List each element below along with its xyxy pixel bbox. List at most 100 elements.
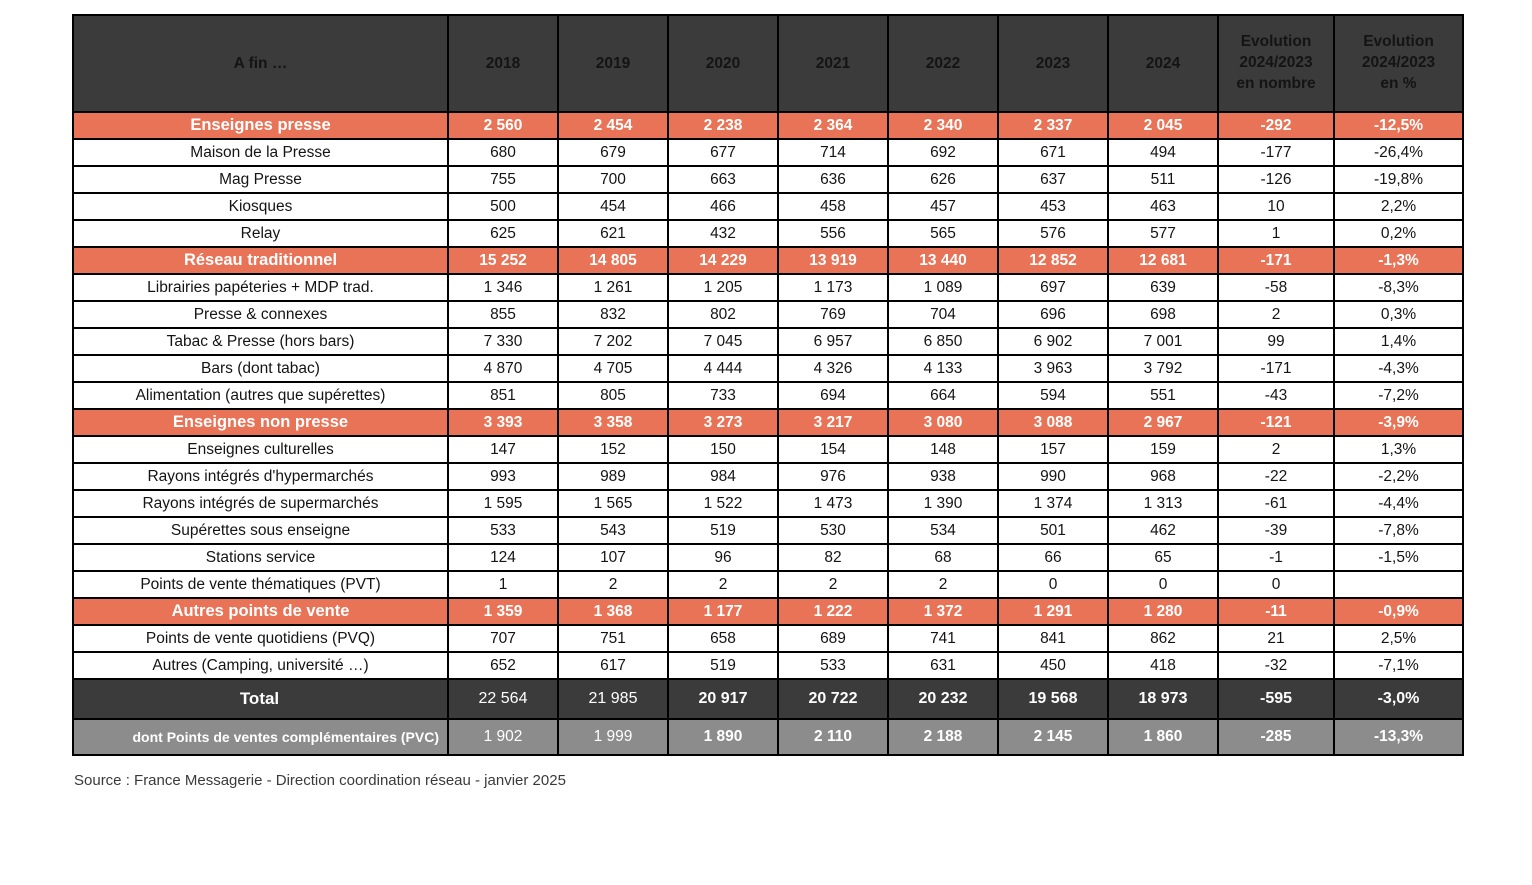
value-cell: 626 — [887, 165, 999, 194]
value-cell: 466 — [667, 192, 779, 221]
value-cell: 7 330 — [447, 327, 559, 356]
row-label: Points de vente thématiques (PVT) — [72, 570, 449, 599]
value-cell: 2 188 — [887, 718, 999, 756]
value-cell: 1 368 — [557, 597, 669, 626]
value-cell: 65 — [1107, 543, 1219, 572]
value-cell: -1 — [1217, 543, 1335, 572]
row-label: Stations service — [72, 543, 449, 572]
value-cell: 15 252 — [447, 246, 559, 275]
value-cell: 639 — [1107, 273, 1219, 302]
column-header-evolution-nombre: Evolution 2024/2023 en nombre — [1217, 14, 1335, 113]
value-cell: 107 — [557, 543, 669, 572]
value-cell: -7,1% — [1333, 651, 1464, 680]
value-cell: 18 973 — [1107, 678, 1219, 720]
value-cell: 636 — [777, 165, 889, 194]
value-cell: 1 222 — [777, 597, 889, 626]
value-cell: -171 — [1217, 246, 1335, 275]
value-cell: 150 — [667, 435, 779, 464]
value-cell — [1333, 570, 1464, 599]
table-row: dont Points de ventes complémentaires (P… — [72, 718, 1464, 756]
value-cell: -13,3% — [1333, 718, 1464, 756]
value-cell: 696 — [997, 300, 1109, 329]
value-cell: 13 440 — [887, 246, 999, 275]
value-cell: 3 393 — [447, 408, 559, 437]
value-cell: 3 792 — [1107, 354, 1219, 383]
table-row: Points de vente thématiques (PVT) 1 2 2 2 2 0 0… — [72, 570, 1464, 599]
value-cell: 671 — [997, 138, 1109, 167]
value-cell: 938 — [887, 462, 999, 491]
value-cell: 0 — [1107, 570, 1219, 599]
value-cell: 556 — [777, 219, 889, 248]
table-row: Réseau traditionnel 15 252 14 805 14 229 13 … — [72, 246, 1464, 275]
value-cell: 3 217 — [777, 408, 889, 437]
value-cell: 0,3% — [1333, 300, 1464, 329]
value-cell: 1 374 — [997, 489, 1109, 518]
value-cell: 2 337 — [997, 111, 1109, 140]
value-cell: 511 — [1107, 165, 1219, 194]
value-cell: 0,2% — [1333, 219, 1464, 248]
value-cell: 20 917 — [667, 678, 779, 720]
value-cell: 14 229 — [667, 246, 779, 275]
column-header-year: 2024 — [1107, 14, 1219, 113]
value-cell: 96 — [667, 543, 779, 572]
value-cell: 679 — [557, 138, 669, 167]
row-label: dont Points de ventes complémentaires (P… — [72, 718, 449, 756]
value-cell: 418 — [1107, 651, 1219, 680]
value-cell: 625 — [447, 219, 559, 248]
value-cell: 4 326 — [777, 354, 889, 383]
source-note: Source : France Messagerie - Direction c… — [74, 772, 566, 789]
value-cell: 519 — [667, 651, 779, 680]
value-cell: 519 — [667, 516, 779, 545]
value-cell: 565 — [887, 219, 999, 248]
value-cell: 20 722 — [777, 678, 889, 720]
value-cell: 19 568 — [997, 678, 1109, 720]
value-cell: 1 280 — [1107, 597, 1219, 626]
table-row: Kiosques 500 454 466 458 457 453 463 10 2,2% — [72, 192, 1464, 221]
value-cell: 594 — [997, 381, 1109, 410]
value-cell: 4 444 — [667, 354, 779, 383]
column-header-a-fin: A fin … — [72, 14, 449, 113]
value-cell: -3,9% — [1333, 408, 1464, 437]
value-cell: 707 — [447, 624, 559, 653]
column-header-year: 2020 — [667, 14, 779, 113]
column-header-year: 2019 — [557, 14, 669, 113]
row-label: Supérettes sous enseigne — [72, 516, 449, 545]
value-cell: -61 — [1217, 489, 1335, 518]
value-cell: -292 — [1217, 111, 1335, 140]
value-cell: 741 — [887, 624, 999, 653]
value-cell: 6 850 — [887, 327, 999, 356]
value-cell: 148 — [887, 435, 999, 464]
value-cell: 631 — [887, 651, 999, 680]
value-cell: -121 — [1217, 408, 1335, 437]
value-cell: 2 110 — [777, 718, 889, 756]
value-cell: 3 358 — [557, 408, 669, 437]
value-cell: 704 — [887, 300, 999, 329]
table-row: Relay 625 621 432 556 565 576 577 1 0,2% — [72, 219, 1464, 248]
press-network-table: A fin … 2018 2019 2020 2021 2022 2023 2024 Evolu… — [72, 14, 1464, 756]
value-cell: -1,3% — [1333, 246, 1464, 275]
value-cell: 21 985 — [557, 678, 669, 720]
value-cell: 457 — [887, 192, 999, 221]
value-cell: 2,5% — [1333, 624, 1464, 653]
value-cell: 6 902 — [997, 327, 1109, 356]
value-cell: -11 — [1217, 597, 1335, 626]
value-cell: 453 — [997, 192, 1109, 221]
table-row: Presse & connexes 855 832 802 769 704 696 698 2 0… — [72, 300, 1464, 329]
row-label: Enseignes culturelles — [72, 435, 449, 464]
value-cell: 680 — [447, 138, 559, 167]
value-cell: 637 — [997, 165, 1109, 194]
row-label: Rayons intégrés de supermarchés — [72, 489, 449, 518]
value-cell: 1 999 — [557, 718, 669, 756]
value-cell: 533 — [447, 516, 559, 545]
value-cell: -19,8% — [1333, 165, 1464, 194]
value-cell: 7 202 — [557, 327, 669, 356]
value-cell: 533 — [777, 651, 889, 680]
value-cell: 2 045 — [1107, 111, 1219, 140]
value-cell: 658 — [667, 624, 779, 653]
value-cell: 551 — [1107, 381, 1219, 410]
table-row: Bars (dont tabac) 4 870 4 705 4 444 4 326 4 1… — [72, 354, 1464, 383]
value-cell: 1,3% — [1333, 435, 1464, 464]
table-row: Enseignes non presse 3 393 3 358 3 273 3 217… — [72, 408, 1464, 437]
table-row: Rayons intégrés d'hypermarchés 993 989 984 9… — [72, 462, 1464, 491]
row-label: Autres (Camping, université …) — [72, 651, 449, 680]
